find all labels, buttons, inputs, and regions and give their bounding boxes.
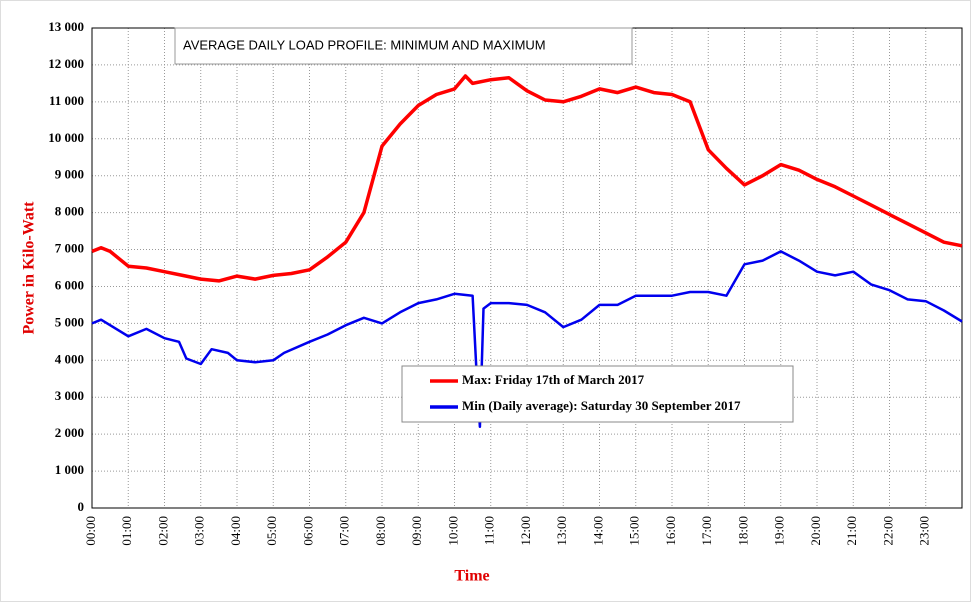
x-tick-label: 20:00	[808, 516, 823, 546]
legend-label: Min (Daily average): Saturday 30 Septemb…	[462, 398, 741, 413]
x-tick-label: 05:00	[264, 516, 279, 546]
series-line	[91, 250, 963, 429]
x-tick-label: 21:00	[844, 516, 859, 546]
x-tick-label: 04:00	[228, 516, 243, 546]
x-tick-label: 03:00	[192, 516, 207, 546]
y-tick-label: 12 000	[48, 56, 84, 71]
x-tick-label: 18:00	[735, 516, 750, 546]
y-tick-label: 9 000	[55, 167, 84, 182]
x-tick-label: 19:00	[772, 516, 787, 546]
x-tick-label: 00:00	[83, 516, 98, 546]
x-tick-label: 10:00	[445, 516, 460, 546]
legend-box	[401, 365, 794, 423]
x-tick-label: 17:00	[699, 516, 714, 546]
x-tick-label: 07:00	[337, 516, 352, 546]
x-tick-label: 08:00	[373, 516, 388, 546]
title-box	[174, 27, 633, 65]
x-tick-label: 11:00	[482, 516, 497, 545]
lines	[91, 74, 963, 429]
legend-label: Max: Friday 17th of March 2017	[462, 372, 645, 387]
y-tick-label: 11 000	[49, 93, 84, 108]
x-tick-label: 16:00	[663, 516, 678, 546]
x-tick-label: 13:00	[554, 516, 569, 546]
x-tick-label: 22:00	[880, 516, 895, 546]
x-tick-label: 06:00	[300, 516, 315, 546]
y-tick-label: 5 000	[55, 314, 84, 329]
x-tick-label: 14:00	[590, 516, 605, 546]
y-tick-label: 10 000	[48, 130, 84, 145]
y-tick-label: 4 000	[55, 351, 84, 366]
y-tick-label: 2 000	[55, 425, 84, 440]
y-tick-label: 0	[78, 499, 85, 514]
grid: 0 1 000 2 000 3 000 4 000 5 000 6 000 7 000 8 00…	[48, 19, 962, 546]
y-tick-label: 7 000	[55, 241, 84, 256]
x-tick-label: 01:00	[119, 516, 134, 546]
x-tick-label: 15:00	[627, 516, 642, 546]
x-tick-label: 02:00	[155, 516, 170, 546]
x-tick-label: 09:00	[409, 516, 424, 546]
y-tick-label: 8 000	[55, 204, 84, 219]
y-axis-label: Power in Kilo-Watt	[21, 201, 38, 335]
y-tick-label: 13 000	[48, 19, 84, 34]
x-tick-label: 23:00	[917, 516, 932, 546]
y-tick-label: 1 000	[55, 462, 84, 477]
y-tick-label: 6 000	[55, 277, 84, 292]
y-tick-label: 3 000	[55, 388, 84, 403]
x-tick-label: 12:00	[518, 516, 533, 546]
series-line	[91, 74, 963, 283]
chart-title: AVERAGE DAILY LOAD PROFILE: MINIMUM AND …	[183, 37, 546, 52]
legend: Max: Friday 17th of March 2017 Min (Daily…	[430, 372, 741, 413]
x-axis-label: Time	[454, 568, 489, 585]
